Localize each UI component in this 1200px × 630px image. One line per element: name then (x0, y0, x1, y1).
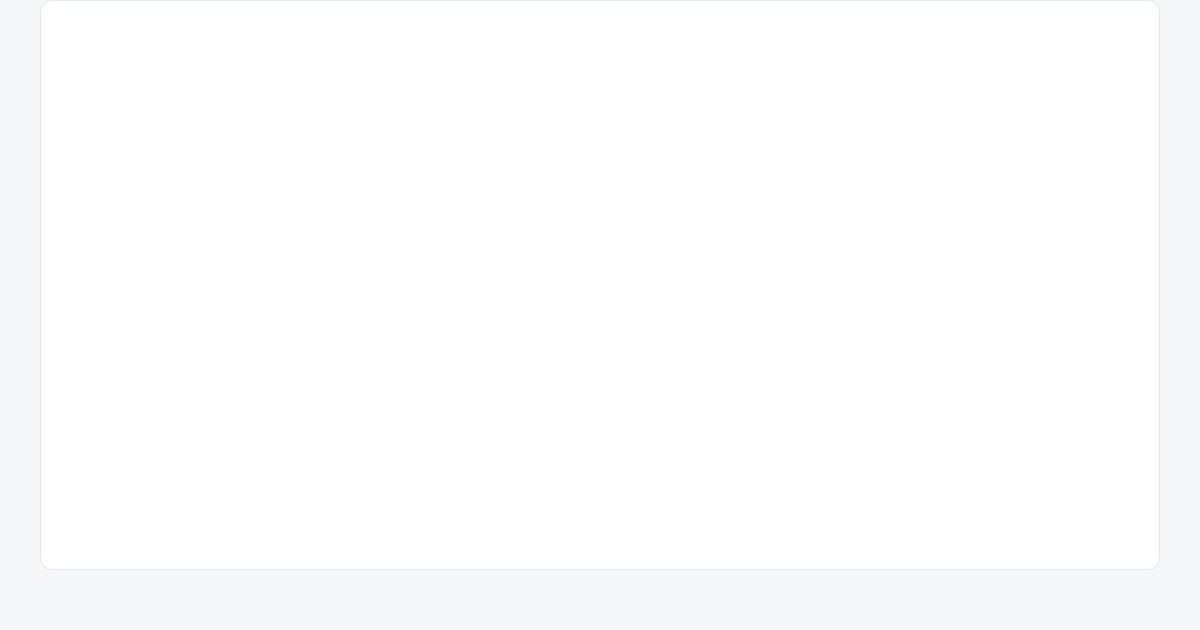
chart-svg (151, 11, 1139, 481)
forecast-min-badge (151, 0, 177, 23)
forecast-chart (61, 11, 1139, 481)
forecast-card (40, 0, 1160, 570)
y-axis-labels (61, 11, 151, 481)
plot-area (151, 11, 1139, 481)
